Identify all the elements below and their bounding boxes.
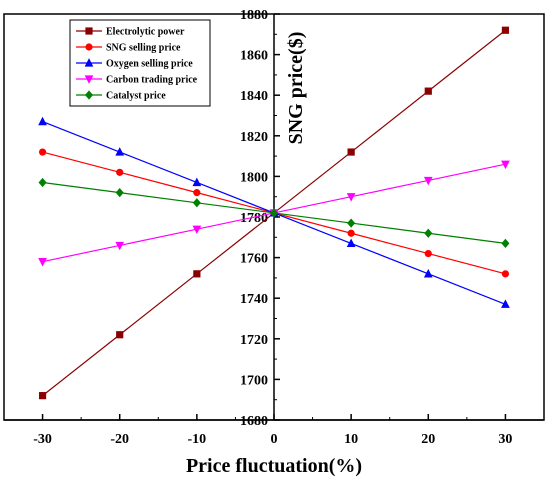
legend-marker-electrolytic-power bbox=[85, 27, 93, 35]
data-point-carbon-trading-price bbox=[192, 225, 202, 235]
data-point-catalyst-price bbox=[38, 177, 47, 188]
x-tick-label: 20 bbox=[421, 432, 435, 447]
data-point-sng-selling-price bbox=[38, 148, 47, 156]
y-ticks: 1680 1700 1720 1740 1760 1780 1800 1820 1840 1860… bbox=[240, 8, 280, 429]
y-tick-label: 1720 bbox=[240, 333, 268, 348]
data-point-sng-selling-price bbox=[116, 168, 124, 176]
y-tick-label: 1700 bbox=[240, 373, 268, 388]
legend-marker-carbon-trading-price bbox=[84, 75, 94, 84]
data-point-catalyst-price bbox=[269, 208, 279, 218]
x-tick-label: -20 bbox=[110, 432, 129, 447]
y-tick-label: 1780 bbox=[240, 211, 268, 226]
x-tick-label: -30 bbox=[33, 432, 52, 447]
data-point-carbon-trading-price bbox=[423, 176, 433, 186]
legend-marker-catalyst-price bbox=[84, 90, 94, 100]
data-point-carbon-trading-price bbox=[501, 160, 510, 170]
legend-marker-sng-selling-price bbox=[85, 43, 93, 51]
data-point-electrolytic-power bbox=[501, 26, 510, 34]
data-point-oxygen-selling-price bbox=[38, 116, 47, 126]
y-tick-label: 1840 bbox=[240, 89, 268, 104]
y-tick-label: 1760 bbox=[240, 252, 268, 267]
data-point-electrolytic-power bbox=[193, 270, 201, 278]
data-point-electrolytic-power bbox=[347, 148, 355, 156]
data-point-catalyst-price bbox=[115, 188, 124, 198]
data-point-catalyst-price bbox=[424, 228, 433, 238]
y-tick-label: 1860 bbox=[240, 49, 268, 64]
data-point-sng-selling-price bbox=[193, 189, 201, 197]
x-axis-title: Price fluctuation(%) bbox=[186, 455, 362, 477]
legend-label-sng-selling-price: SNG selling price bbox=[106, 43, 181, 54]
data-point-carbon-trading-price bbox=[115, 241, 125, 251]
data-point-carbon-trading-price bbox=[38, 258, 47, 267]
y-tick-label: 1680 bbox=[240, 414, 268, 429]
y-tick-label: 1740 bbox=[240, 292, 268, 307]
x-ticks: -30 -20 -10 0 10 20 30 bbox=[33, 414, 512, 447]
data-point-oxygen-selling-price bbox=[346, 238, 356, 247]
y-tick-label: 1800 bbox=[240, 170, 268, 185]
data-point-carbon-trading-price bbox=[346, 193, 356, 202]
legend-label-electrolytic-power: Electrolytic power bbox=[106, 27, 185, 38]
series-layer bbox=[38, 26, 510, 400]
data-point-oxygen-selling-price bbox=[115, 147, 125, 156]
data-point-catalyst-price bbox=[347, 218, 356, 228]
data-point-sng-selling-price bbox=[347, 229, 355, 237]
x-tick-label: 0 bbox=[271, 432, 278, 447]
data-point-electrolytic-power bbox=[424, 87, 432, 95]
series-catalyst-price bbox=[38, 177, 510, 248]
legend-label-catalyst-price: Catalyst price bbox=[106, 91, 166, 102]
x-tick-label: -10 bbox=[188, 432, 207, 447]
legend-label-oxygen-selling-price: Oxygen selling price bbox=[106, 59, 193, 70]
data-point-sng-selling-price bbox=[424, 249, 432, 258]
data-point-oxygen-selling-price bbox=[501, 299, 510, 308]
data-point-catalyst-price bbox=[501, 238, 510, 248]
data-point-catalyst-price bbox=[192, 198, 201, 208]
y-tick-label: 1820 bbox=[240, 130, 268, 145]
data-point-electrolytic-power bbox=[116, 331, 124, 339]
legend-marker-oxygen-selling-price bbox=[84, 58, 94, 67]
data-point-sng-selling-price bbox=[501, 270, 510, 278]
data-point-oxygen-selling-price bbox=[192, 177, 202, 187]
data-point-oxygen-selling-price bbox=[423, 268, 433, 278]
legend-label-carbon-trading-price: Carbon trading price bbox=[106, 75, 198, 86]
x-tick-label: 30 bbox=[498, 432, 512, 447]
y-axis-title: SNG price($) bbox=[285, 32, 307, 145]
y-tick-label: 1880 bbox=[240, 8, 268, 23]
x-tick-label: 10 bbox=[344, 432, 358, 447]
legend: Electrolytic power SNG selling price Oxyge… bbox=[69, 19, 211, 107]
data-point-electrolytic-power bbox=[38, 392, 47, 400]
